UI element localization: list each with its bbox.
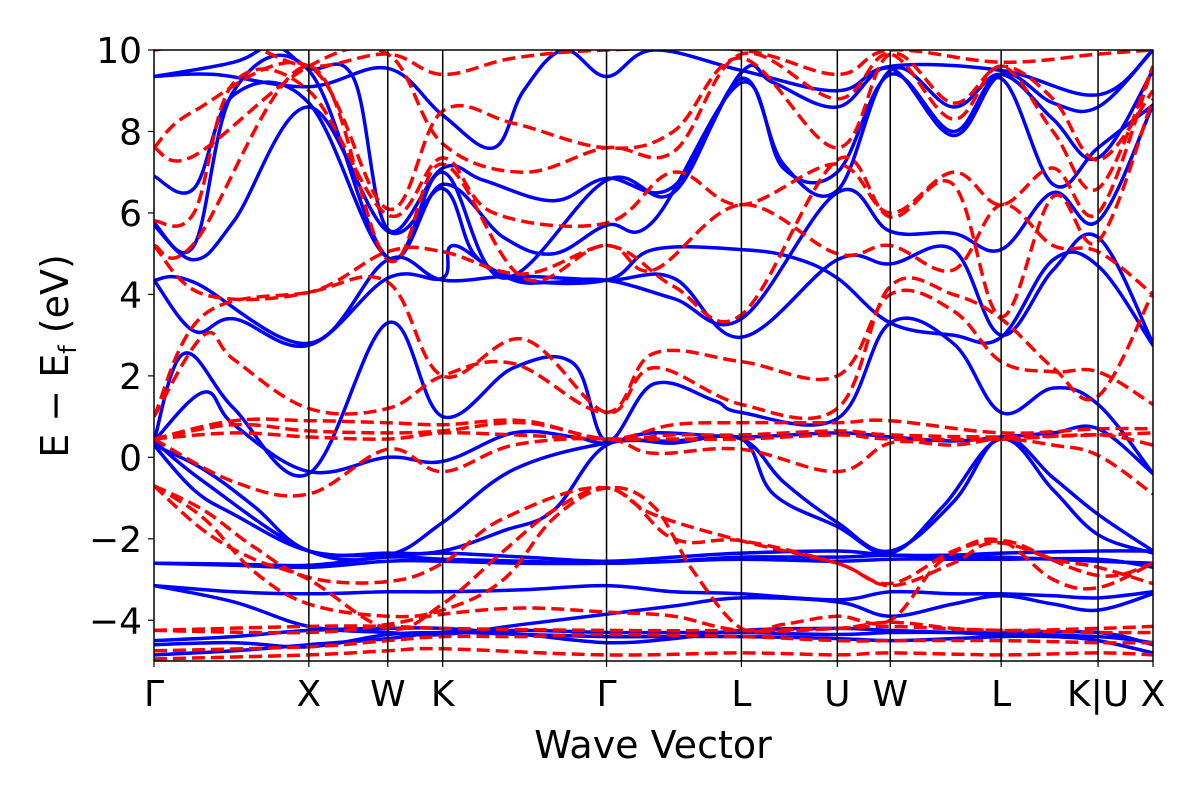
svg-text:E − Ef (eV): E − Ef (eV) — [33, 254, 82, 458]
spin-up-band-5 — [154, 583, 1153, 602]
x-tick-label: X — [297, 674, 322, 715]
x-tick-label: U — [824, 674, 850, 715]
x-axis: Γ X W K Γ L U W L K|U X — [144, 661, 1165, 715]
spin-up-band-13 — [154, 243, 1153, 349]
spin-up-band-16 — [154, 72, 1153, 262]
spin-down-band-10 — [154, 420, 1153, 442]
spin-up-band-7 — [154, 553, 1153, 568]
x-tick-label: Γ — [597, 674, 617, 715]
spin-down-band-11 — [154, 417, 1153, 441]
y-tick-label: 0 — [119, 438, 142, 479]
spin-up-band-8 — [154, 443, 1153, 563]
y-axis-title-subscript: f — [54, 345, 82, 354]
bands-layer — [154, 50, 1153, 661]
y-axis-title-main: E − E — [33, 354, 77, 458]
kpoint-lines — [308, 50, 1099, 661]
x-tick-label: W — [370, 674, 406, 715]
spin-up-band-19 — [154, 50, 1153, 151]
spin-down-band-9 — [154, 430, 1153, 447]
y-tick-label: −2 — [89, 520, 142, 561]
y-axis: −4 −2 0 2 4 6 8 10 — [89, 31, 154, 642]
spin-down-band-3 — [154, 624, 1153, 633]
spin-down-band-7 — [154, 484, 1153, 588]
x-tick-label: K|U — [1067, 674, 1129, 715]
x-axis-title: Wave Vector — [534, 723, 772, 767]
x-tick-label: L — [731, 674, 751, 715]
spin-down-band-1 — [154, 646, 1153, 661]
y-axis-title-unit: (eV) — [33, 254, 77, 345]
spin-down-band-8 — [154, 436, 1153, 498]
spin-down-band-13 — [154, 274, 1153, 421]
series-spin-up — [154, 50, 1153, 657]
plot-frame — [153, 49, 1154, 662]
spin-down-band-12 — [154, 288, 1153, 418]
y-tick-label: 8 — [119, 112, 142, 153]
spin-up-band-17 — [154, 53, 1153, 280]
x-tick-label: L — [991, 674, 1011, 715]
x-tick-label: K — [431, 674, 456, 715]
y-axis-title: E − Ef (eV) — [33, 254, 82, 458]
x-tick-label: W — [872, 674, 908, 715]
y-tick-label: 10 — [96, 31, 142, 72]
x-tick-label: Γ — [144, 674, 164, 715]
y-tick-label: −4 — [89, 601, 142, 642]
spin-down-band-18 — [154, 51, 1153, 211]
y-tick-label: 4 — [119, 275, 142, 316]
spin-down-band-17 — [154, 50, 1153, 193]
x-tick-label: X — [1141, 674, 1166, 715]
spin-down-band-5 — [154, 484, 1153, 634]
y-tick-label: 2 — [119, 357, 142, 398]
spin-down-band-16 — [154, 65, 1153, 229]
spin-down-band-15 — [154, 64, 1153, 324]
spin-down-band-14 — [154, 203, 1153, 302]
spin-up-band-12 — [154, 316, 1153, 478]
spin-down-band-4 — [154, 606, 1153, 635]
y-tick-label: 6 — [119, 194, 142, 235]
